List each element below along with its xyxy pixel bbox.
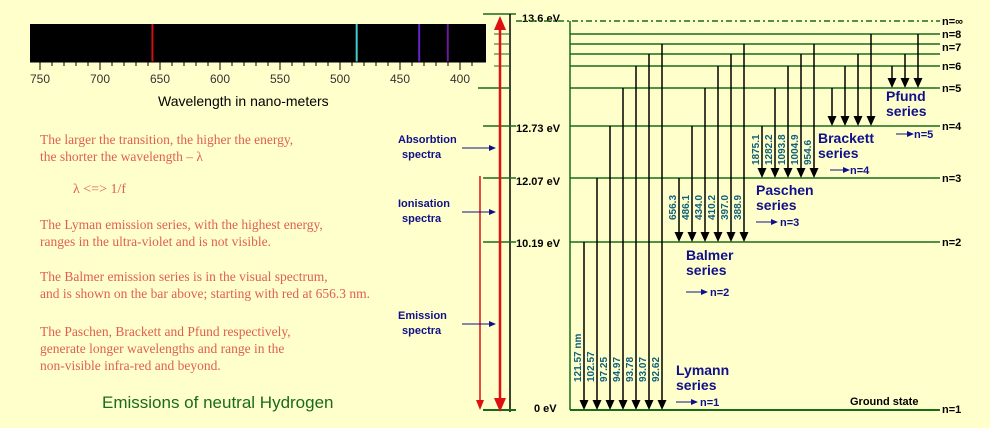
wavelength-label: 486.1 xyxy=(681,195,692,220)
balmer-series-level: n=2 xyxy=(710,287,729,299)
paschen-series-name: series xyxy=(756,197,797,213)
transition-arrowhead xyxy=(605,400,615,410)
brackett-series-level: n=4 xyxy=(850,165,870,177)
wavelength-label: 410.2 xyxy=(707,195,718,220)
transition-arrowhead xyxy=(674,232,684,242)
transition-arrowhead xyxy=(726,232,736,242)
transition-arrowhead xyxy=(700,232,710,242)
wavelength-label: 388.9 xyxy=(733,195,744,220)
balmer-series-name: Balmer xyxy=(686,247,734,263)
wavelength-label: 1004.9 xyxy=(790,134,801,165)
transition-arrowhead xyxy=(739,232,749,242)
wavelength-label: 102.57 xyxy=(586,351,597,382)
transition-arrowhead xyxy=(757,168,767,178)
brackett-series-name: series xyxy=(818,145,859,161)
energy-label: 0 eV xyxy=(534,403,557,415)
pfund-series-level: n=5 xyxy=(914,129,933,141)
note-transition: The larger the transition, the higher th… xyxy=(40,132,294,164)
transition-arrowhead xyxy=(713,232,723,242)
energy-label: 12.07 eV xyxy=(516,176,561,188)
wavelength-label: 94.97 xyxy=(612,357,623,382)
level-label: n=8 xyxy=(942,29,961,41)
brackett-series-name: Brackett xyxy=(818,130,874,146)
paschen-series-name: Paschen xyxy=(756,182,814,198)
transition-arrowhead xyxy=(579,400,589,410)
level-label: n=∞ xyxy=(942,16,963,28)
note-balmer: The Balmer emission series is in the vis… xyxy=(40,269,370,301)
level-label: n=3 xyxy=(942,173,961,185)
wavelength-label: 656.3 xyxy=(668,195,679,220)
transition-arrowhead xyxy=(657,400,667,410)
spectrum-caption: Wavelength in nano-meters xyxy=(158,93,329,109)
emission-label: spectra xyxy=(402,325,442,337)
pfund-series-name: series xyxy=(886,103,927,119)
level-label: n=7 xyxy=(942,42,961,54)
ionisation-label: Ionisation xyxy=(398,198,450,210)
spectrum-tick: 600 xyxy=(210,72,230,86)
wavelength-label: 397.0 xyxy=(720,195,731,220)
absorption-label: spectra xyxy=(402,149,442,161)
note-infrared: The Paschen, Brackett and Pfund respecti… xyxy=(40,324,291,373)
figure-caption: Emissions of neutral Hydrogen xyxy=(102,393,334,412)
spectrum-tick: 500 xyxy=(330,72,350,86)
paschen-series-level: n=3 xyxy=(780,217,799,229)
note-lyman: The Lyman emission series, with the high… xyxy=(40,217,323,249)
transition-arrowhead xyxy=(866,116,876,126)
spectrum-tick: 400 xyxy=(450,72,470,86)
energy-label: 12.73 eV xyxy=(516,123,561,135)
transition-arrowhead xyxy=(687,232,697,242)
balmer-series-name: series xyxy=(686,262,727,278)
level-label: n=2 xyxy=(942,237,961,249)
pfund-series-name: Pfund xyxy=(886,88,926,104)
transition-arrowhead xyxy=(592,400,602,410)
transition-arrowhead xyxy=(913,78,923,88)
lyman-series-name: Lymann xyxy=(676,362,729,378)
note-formula: λ <=> 1/f xyxy=(73,182,127,197)
transition-arrowhead xyxy=(827,116,837,126)
level-label: n=6 xyxy=(942,61,961,73)
transition-arrowhead xyxy=(631,400,641,410)
wavelength-label: 1875.1 xyxy=(751,134,762,165)
wavelength-label: 97.25 xyxy=(599,357,610,382)
transition-arrowhead xyxy=(853,116,863,126)
transition-arrowhead xyxy=(887,78,897,88)
energy-label: 13.6 eV xyxy=(522,13,561,25)
spectrum-bar xyxy=(30,24,486,62)
spectrum-tick: 750 xyxy=(30,72,50,86)
wavelength-label: 121.57 nm xyxy=(573,334,584,382)
energy-label: 10.19 eV xyxy=(516,238,561,250)
wavelength-label: 954.6 xyxy=(803,140,814,165)
wavelength-label: 1282.2 xyxy=(764,134,775,165)
transition-arrowhead xyxy=(900,78,910,88)
absorption-label: Absorbtion xyxy=(398,134,457,146)
wavelength-label: 93.78 xyxy=(625,357,636,382)
transition-arrowhead xyxy=(618,400,628,410)
ionisation-label: spectra xyxy=(402,213,442,225)
transition-arrowhead xyxy=(809,168,819,178)
wavelength-label: 92.62 xyxy=(651,357,662,382)
wavelength-label: 434.0 xyxy=(694,195,705,220)
level-label: n=1 xyxy=(942,404,961,416)
transition-arrowhead xyxy=(783,168,793,178)
spectrum-tick: 700 xyxy=(90,72,110,86)
wavelength-label: 93.07 xyxy=(638,357,649,382)
emission-label: Emission xyxy=(398,310,447,322)
spectrum-tick: 450 xyxy=(390,72,410,86)
lyman-series-name: series xyxy=(676,377,717,393)
transition-arrowhead xyxy=(840,116,850,126)
spectrum-tick: 550 xyxy=(270,72,290,86)
transition-arrowhead xyxy=(644,400,654,410)
spectrum-tick: 650 xyxy=(150,72,170,86)
lyman-series-level: n=1 xyxy=(700,397,719,409)
transition-arrowhead xyxy=(796,168,806,178)
transition-arrowhead xyxy=(770,168,780,178)
ground-state-label: Ground state xyxy=(850,396,918,408)
level-label: n=5 xyxy=(942,83,961,95)
wavelength-label: 1093.8 xyxy=(777,134,788,165)
level-label: n=4 xyxy=(942,121,962,133)
